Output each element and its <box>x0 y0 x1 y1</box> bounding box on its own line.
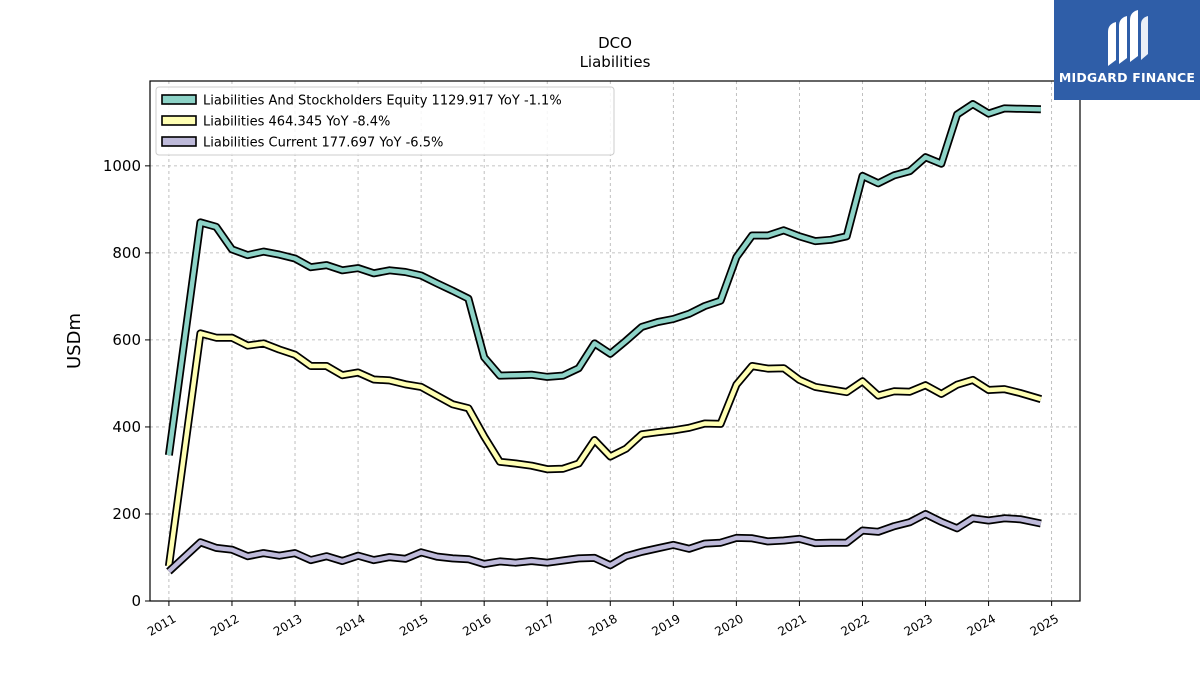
series-line-0 <box>166 101 1041 456</box>
x-tick-label: 2021 <box>775 611 808 638</box>
y-tick-label: 200 <box>112 505 141 523</box>
y-tick-label: 600 <box>112 331 141 349</box>
x-tick-label: 2017 <box>523 611 556 638</box>
series-line-2 <box>167 511 1042 574</box>
legend-entry-0: Liabilities And Stockholders Equity 1129… <box>203 94 562 109</box>
plot-area-frame <box>149 80 1081 602</box>
x-tick-label: 2019 <box>649 611 682 638</box>
series-lines <box>164 100 1043 575</box>
x-tick-label: 2024 <box>965 611 998 638</box>
x-tick-label: 2013 <box>271 611 304 638</box>
midgard-finance-logo: MIDGARD FINANCE <box>1054 0 1200 100</box>
x-tick-label: 2016 <box>460 611 493 638</box>
y-axis-label: USDm <box>64 313 85 369</box>
y-tick-label: 0 <box>131 592 141 610</box>
legend: Liabilities And Stockholders Equity 1129… <box>155 86 615 156</box>
x-tick-label: 2022 <box>839 611 872 638</box>
y-tick-label: 800 <box>112 244 141 262</box>
x-tick-label: 2014 <box>334 611 367 638</box>
x-tick-label: 2015 <box>397 611 430 638</box>
legend-swatch-1 <box>161 115 197 126</box>
legend-swatch-2 <box>161 136 197 147</box>
legend-swatch-0 <box>161 94 197 105</box>
midgard-logo-icon <box>1108 10 1148 66</box>
axis-ticks: 0 200 400 600 800 1000 2011 2012 2013 2014 2015 201… <box>103 157 1061 639</box>
x-tick-label: 2025 <box>1028 611 1061 638</box>
series-line-1 <box>166 331 1042 567</box>
chart-title: DCO <box>598 34 632 52</box>
y-tick-label: 400 <box>112 418 141 436</box>
y-tick-label: 1000 <box>103 157 141 175</box>
x-tick-label: 2018 <box>586 611 619 638</box>
chart-subtitle: Liabilities <box>580 53 651 71</box>
x-tick-label: 2020 <box>712 611 745 638</box>
x-tick-label: 2012 <box>208 611 241 638</box>
legend-entry-1: Liabilities 464.345 YoY -8.4% <box>203 115 390 130</box>
x-tick-label: 2011 <box>145 611 178 638</box>
legend-box <box>155 86 615 156</box>
legend-entry-2: Liabilities Current 177.697 YoY -6.5% <box>203 136 443 151</box>
logo-text: MIDGARD FINANCE <box>1058 70 1196 85</box>
x-tick-label: 2023 <box>902 611 935 638</box>
series-outline-0 <box>164 100 1041 456</box>
